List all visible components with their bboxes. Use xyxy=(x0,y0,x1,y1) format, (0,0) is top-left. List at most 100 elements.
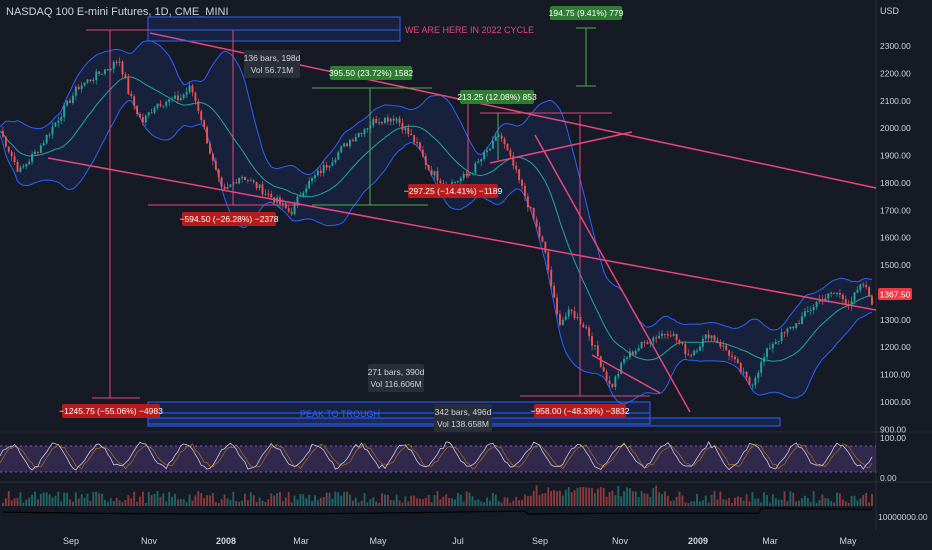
volume-bar xyxy=(211,492,214,506)
candle-body xyxy=(48,134,51,136)
candle-body xyxy=(241,176,244,178)
candle-body xyxy=(771,344,774,349)
candle-body xyxy=(856,289,859,293)
volume-bar xyxy=(500,502,503,506)
candle-body xyxy=(179,98,182,101)
candle-body xyxy=(249,180,252,182)
volume-bar xyxy=(334,491,337,506)
candle-body xyxy=(197,101,200,112)
svg-text:213.25 (12.08%) 853: 213.25 (12.08%) 853 xyxy=(457,92,537,102)
volume-bar xyxy=(719,491,722,506)
candle-body xyxy=(416,142,418,144)
volume-bar xyxy=(174,493,176,506)
volume-bar xyxy=(106,501,109,506)
candle-body xyxy=(124,74,127,78)
candle-body xyxy=(244,176,246,181)
candle-body xyxy=(217,169,220,178)
volume-bar xyxy=(430,502,433,506)
candle-body xyxy=(436,171,439,181)
candle-body xyxy=(465,173,468,176)
candle-body xyxy=(130,93,133,97)
candle-body xyxy=(381,122,383,124)
cycle-note: WE ARE HERE IN 2022 CYCLE xyxy=(405,25,534,35)
candle-body xyxy=(255,182,258,188)
volume-bar xyxy=(631,491,634,506)
volume-bar xyxy=(483,502,486,506)
volume-bar xyxy=(308,494,311,506)
candle-body xyxy=(54,122,57,127)
candle-body xyxy=(521,179,523,186)
volume-bar xyxy=(229,499,232,506)
candle-body xyxy=(165,101,168,106)
candle-body xyxy=(518,169,521,180)
volume-bar xyxy=(591,487,593,506)
volume-bar xyxy=(666,495,669,506)
candle-body xyxy=(593,345,596,347)
candle-body xyxy=(171,98,174,100)
candle-body xyxy=(401,122,404,130)
volume-bar xyxy=(10,500,13,506)
volume-bar xyxy=(281,501,284,506)
candle-body xyxy=(459,178,462,182)
candle-body xyxy=(270,194,273,198)
volume-bar xyxy=(141,491,144,506)
y-tick-label: 2200.00 xyxy=(880,68,911,78)
volume-bar xyxy=(241,500,244,506)
volume-bar xyxy=(614,495,617,506)
volume-bar xyxy=(532,490,535,506)
current-price-badge: 1367.50 xyxy=(878,288,912,300)
volume-bar xyxy=(109,498,112,506)
candle-body xyxy=(766,348,768,358)
candle-body xyxy=(214,160,217,170)
candle-body xyxy=(614,376,617,387)
volume-bar xyxy=(663,491,666,506)
volume-bar xyxy=(139,496,141,506)
volume-bar xyxy=(413,495,416,506)
candle-body xyxy=(71,95,74,103)
candle-body xyxy=(480,159,483,162)
candle-body xyxy=(728,350,731,356)
x-tick-label: Nov xyxy=(141,536,158,546)
candle-body xyxy=(392,118,395,121)
volume-bar xyxy=(567,487,570,506)
volume-bar xyxy=(602,487,605,506)
volume-bar xyxy=(349,494,351,506)
candle-body xyxy=(538,226,541,237)
volume-bar xyxy=(541,493,544,506)
volume-bar xyxy=(515,497,518,506)
candle-body xyxy=(410,133,413,136)
volume-bar xyxy=(789,491,792,506)
volume-bar xyxy=(509,502,512,506)
candle-body xyxy=(115,61,118,63)
volume-bar xyxy=(182,499,185,506)
volume-bar xyxy=(392,500,395,506)
candle-body xyxy=(7,146,10,152)
volume-bar xyxy=(217,502,220,506)
volume-bar xyxy=(480,501,483,506)
volume-bar xyxy=(112,501,115,506)
volume-bar xyxy=(462,501,465,506)
volume-bar xyxy=(439,499,442,506)
candle-body xyxy=(725,345,728,351)
candle-body xyxy=(844,299,847,305)
volume-bar xyxy=(270,493,273,506)
volume-bar xyxy=(95,491,98,506)
candle-body xyxy=(156,103,159,109)
x-tick-label: May xyxy=(839,536,857,546)
candle-body xyxy=(456,181,459,183)
candle-body xyxy=(803,311,806,317)
volume-bar xyxy=(728,497,731,506)
candle-body xyxy=(585,327,588,329)
candle-body xyxy=(757,372,760,378)
candle-body xyxy=(223,186,226,190)
volume-bar xyxy=(812,491,815,506)
candle-body xyxy=(206,127,209,144)
candle-body xyxy=(153,108,156,113)
volume-bar xyxy=(136,501,139,506)
candle-body xyxy=(308,180,311,189)
volume-bar xyxy=(156,491,159,506)
volume-bar xyxy=(757,498,760,506)
volume-bar xyxy=(844,501,847,506)
svg-text:136 bars, 198d: 136 bars, 198d xyxy=(244,53,301,63)
